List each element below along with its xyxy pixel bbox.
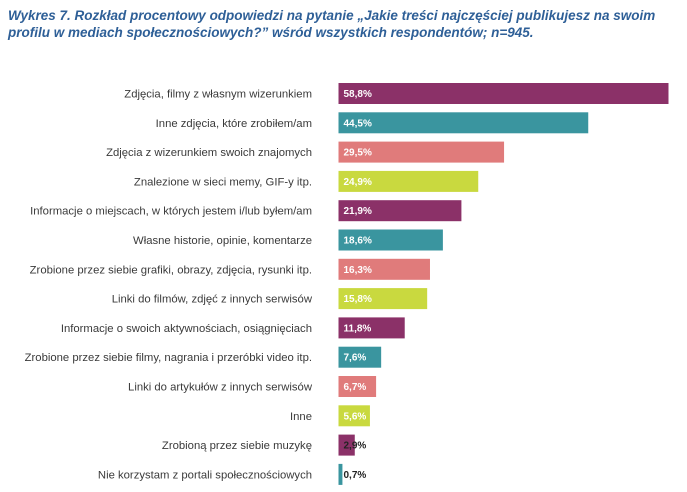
value-label: 2,9%: [344, 441, 367, 452]
value-label: 0,7%: [344, 470, 367, 481]
category-label: Zrobione przez siebie grafiki, obrazy, z…: [30, 264, 312, 276]
bar: [338, 405, 370, 427]
value-label: 11,8%: [344, 323, 372, 334]
category-label: Inne: [290, 411, 312, 423]
category-label: Informacje o miejscach, w których jestem…: [30, 206, 312, 218]
bar: [338, 229, 443, 251]
bar: [338, 170, 479, 192]
value-label: 16,3%: [344, 265, 372, 276]
value-label: 44,5%: [344, 118, 372, 129]
value-label: 29,5%: [344, 148, 372, 159]
value-label: 24,9%: [344, 177, 372, 188]
bar: [338, 200, 462, 222]
value-label: 6,7%: [344, 382, 367, 393]
bar: [338, 83, 669, 104]
bar: [338, 112, 589, 134]
category-label: Informacje o swoich aktywnościach, osiąg…: [61, 323, 312, 335]
category-label: Zrobione przez siebie filmy, nagrania i …: [25, 352, 312, 364]
category-label: Zrobioną przez siebie muzykę: [162, 440, 312, 452]
chart-title: Wykres 7. Rozkład procentowy odpowiedzi …: [8, 8, 656, 40]
bar: [338, 463, 343, 485]
category-label: Nie korzystam z portali społecznościowyc…: [98, 469, 312, 481]
category-label: Linki do filmów, zdjęć z innych serwisów: [112, 294, 313, 306]
bar: [338, 346, 382, 368]
bar: [338, 141, 505, 163]
value-label: 58,8%: [344, 89, 372, 100]
bar: [338, 376, 377, 397]
bar: [338, 288, 428, 310]
category-label: Znalezione w sieci memy, GIF-y itp.: [134, 176, 312, 188]
category-label: Zdjęcia z wizerunkiem swoich znajomych: [106, 147, 312, 159]
value-label: 21,9%: [344, 206, 372, 217]
value-label: 7,6%: [344, 353, 367, 364]
value-label: 5,6%: [344, 411, 367, 422]
bar: [338, 317, 405, 339]
category-label: Inne zdjęcia, które zrobiłem/am: [156, 118, 312, 130]
bar: [338, 258, 430, 280]
value-label: 18,6%: [344, 236, 372, 247]
category-label: Zdjęcia, filmy z własnym wizerunkiem: [124, 89, 312, 101]
category-label: Własne historie, opinie, komentarze: [133, 235, 312, 247]
category-label: Linki do artykułów z innych serwisów: [128, 382, 313, 394]
bar: [338, 434, 355, 456]
value-label: 15,8%: [344, 294, 372, 305]
